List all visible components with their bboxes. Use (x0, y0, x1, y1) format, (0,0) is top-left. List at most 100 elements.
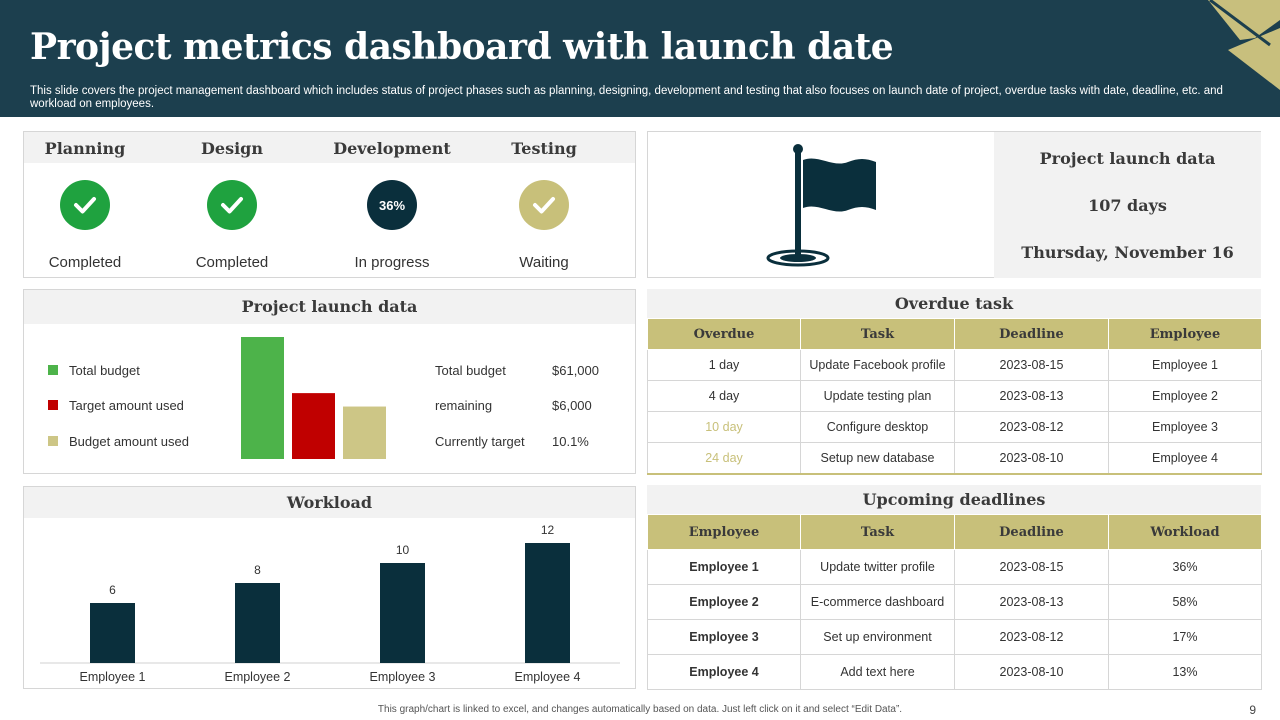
panel-title: Project launch data (24, 290, 635, 324)
cell-workload: 36% (1108, 549, 1262, 585)
legend-item: Total budget (48, 360, 140, 380)
stat-value: 10.1% (552, 434, 589, 449)
stat-label: Currently target (435, 434, 525, 449)
cell-deadline: 2023-08-13 (954, 380, 1109, 412)
panel-title: Workload (24, 487, 635, 518)
phase-status: Completed (48, 254, 122, 271)
cell-deadline: 2023-08-10 (954, 654, 1109, 690)
column-header: Deadline (954, 318, 1109, 350)
table-row: Employee 1 Update twitter profile 2023-0… (647, 549, 1262, 585)
table-row: 10 day Configure desktop 2023-08-12 Empl… (647, 411, 1262, 443)
check-icon (519, 180, 569, 230)
budget-bar (343, 406, 386, 459)
table-row: 4 day Update testing plan 2023-08-13 Emp… (647, 380, 1262, 412)
stat-label: remaining (435, 398, 493, 413)
cell-task: Update Facebook profile (800, 349, 955, 381)
stat-value: $6,000 (552, 398, 592, 413)
budget-bar (241, 337, 284, 459)
launch-card: Project launch data 107 days Thursday, N… (647, 131, 1261, 278)
cell-task: Update twitter profile (800, 549, 955, 585)
workload-bar (90, 603, 135, 663)
cell-workload: 17% (1108, 619, 1262, 655)
panel-title: Upcoming deadlines (647, 485, 1261, 514)
budget-panel: Project launch data Total budget Target … (23, 289, 636, 474)
cell-deadline: 2023-08-12 (954, 411, 1109, 443)
cell-task: Configure desktop (800, 411, 955, 443)
page-title: Project metrics dashboard with launch da… (30, 26, 894, 68)
launch-heading: Project launch data (1039, 149, 1216, 168)
cell-deadline: 2023-08-12 (954, 619, 1109, 655)
cell-task: E-commerce dashboard (800, 584, 955, 620)
cell-task: Add text here (800, 654, 955, 690)
cell-deadline: 2023-08-13 (954, 584, 1109, 620)
phase-status: Completed (195, 254, 269, 271)
category-label: Employee 1 (79, 670, 145, 684)
legend-swatch (48, 436, 58, 446)
corner-decoration (1208, 0, 1280, 90)
cell-overdue: 10 day (647, 411, 801, 443)
workload-bar (235, 583, 280, 663)
stat-value: $61,000 (552, 363, 599, 378)
upcoming-table: Employee Task Deadline Workload Employee… (647, 514, 1262, 690)
cell-task: Setup new database (800, 442, 955, 474)
phase-status: Waiting (519, 254, 569, 271)
cell-employee: Employee 4 (1108, 442, 1262, 474)
cell-employee: Employee 2 (647, 584, 801, 620)
flag-icon (766, 144, 876, 267)
header-bar: Project metrics dashboard with launch da… (0, 0, 1280, 117)
phase-design: Design Completed (157, 132, 307, 278)
column-header: Task (800, 514, 955, 550)
data-label: 6 (109, 583, 116, 597)
phase-testing: Testing Waiting (469, 132, 619, 278)
cell-employee: Employee 2 (1108, 380, 1262, 412)
legend-label: Total budget (69, 362, 140, 378)
phase-development: Development 36% In progress (317, 132, 467, 278)
upcoming-panel: Upcoming deadlines Employee Task Deadlin… (647, 485, 1262, 690)
data-label: 8 (254, 563, 261, 577)
overdue-panel: Overdue task Overdue Task Deadline Emplo… (647, 289, 1262, 475)
cell-deadline: 2023-08-15 (954, 349, 1109, 381)
phase-status: In progress (354, 254, 430, 271)
budget-bar (292, 393, 335, 459)
page-number: 9 (1249, 703, 1256, 717)
category-label: Employee 4 (514, 670, 580, 684)
footer-note: This graph/chart is linked to excel, and… (377, 704, 903, 715)
cell-employee: Employee 1 (1108, 349, 1262, 381)
column-header: Task (800, 318, 955, 350)
legend-item: Budget amount used (48, 431, 189, 451)
overdue-table: Overdue Task Deadline Employee 1 day Upd… (647, 318, 1262, 475)
cell-deadline: 2023-08-10 (954, 442, 1109, 474)
legend-item: Target amount used (48, 395, 184, 415)
cell-deadline: 2023-08-15 (954, 549, 1109, 585)
cell-overdue: 24 day (647, 442, 801, 474)
phase-planning: Planning Completed (10, 132, 160, 278)
legend-swatch (48, 365, 58, 375)
check-icon (207, 180, 257, 230)
table-row: 1 day Update Facebook profile 2023-08-15… (647, 349, 1262, 381)
table-row: 24 day Setup new database 2023-08-10 Emp… (647, 442, 1262, 474)
data-label: 10 (396, 543, 410, 557)
cell-employee: Employee 4 (647, 654, 801, 690)
column-header: Employee (1108, 318, 1262, 350)
page-subtitle: This slide covers the project management… (30, 85, 1223, 110)
table-row: Employee 2 E-commerce dashboard 2023-08-… (647, 584, 1262, 620)
workload-chart: 6 Employee 1 8 Employee 2 10 Employee 3 12 Empl… (40, 523, 620, 684)
cell-employee: Employee 3 (1108, 411, 1262, 443)
table-row: Employee 3 Set up environment 2023-08-12… (647, 619, 1262, 655)
launch-date: Thursday, November 16 (1021, 243, 1234, 262)
cell-task: Update testing plan (800, 380, 955, 412)
cell-employee: Employee 3 (647, 619, 801, 655)
workload-bar (525, 543, 570, 663)
phase-title: Development (333, 139, 451, 158)
check-icon (60, 180, 110, 230)
workload-bar (380, 563, 425, 663)
cell-overdue: 1 day (647, 349, 801, 381)
cell-employee: Employee 1 (647, 549, 801, 585)
data-label: 12 (541, 523, 555, 537)
cell-overdue: 4 day (647, 380, 801, 412)
column-header: Workload (1108, 514, 1262, 550)
phase-title: Testing (511, 139, 577, 158)
phase-title: Design (201, 139, 263, 158)
legend-label: Budget amount used (69, 433, 189, 449)
legend-label: Target amount used (69, 397, 184, 413)
